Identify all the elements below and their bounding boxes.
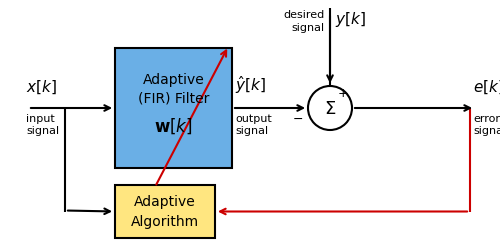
Text: desired: desired [284, 10, 325, 20]
Text: +: + [338, 87, 348, 100]
Text: −: − [292, 112, 303, 125]
Text: output: output [235, 114, 272, 124]
Text: Adaptive: Adaptive [134, 194, 196, 208]
Text: Algorithm: Algorithm [131, 214, 199, 228]
Text: input: input [26, 114, 55, 124]
Text: signal: signal [26, 126, 59, 136]
Text: $\hat{y}[k]$: $\hat{y}[k]$ [235, 74, 266, 96]
Text: signal: signal [292, 23, 325, 33]
Bar [115, 185, 215, 238]
Text: Adaptive: Adaptive [142, 73, 204, 87]
Text: $\Sigma$: $\Sigma$ [324, 100, 336, 118]
Bar [115, 48, 232, 168]
Text: $\mathbf{w}[k]$: $\mathbf{w}[k]$ [154, 116, 193, 136]
Text: $y[k]$: $y[k]$ [335, 10, 366, 29]
Text: error: error [473, 114, 500, 124]
Text: signal: signal [235, 126, 268, 136]
Text: $e[k]$: $e[k]$ [473, 79, 500, 96]
Text: $x[k]$: $x[k]$ [26, 79, 57, 96]
Circle shape [308, 86, 352, 130]
Text: signal: signal [473, 126, 500, 136]
Text: (FIR) Filter: (FIR) Filter [138, 91, 209, 105]
